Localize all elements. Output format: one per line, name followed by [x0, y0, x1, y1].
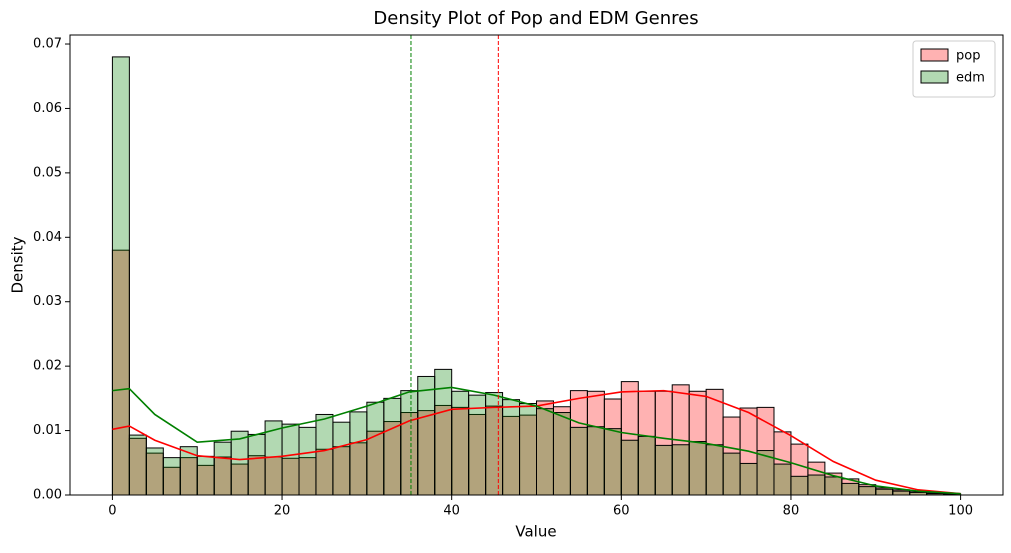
- bar: [824, 476, 843, 496]
- bar: [536, 408, 554, 496]
- bar: [858, 486, 877, 496]
- bar: [569, 426, 588, 496]
- kde-line: [112, 389, 961, 495]
- bar: [790, 475, 809, 496]
- axes-frame: [69, 34, 1004, 496]
- bar: [128, 434, 147, 496]
- bar: [519, 403, 538, 496]
- bar: [281, 423, 300, 496]
- bar: [162, 457, 181, 496]
- bar: [451, 390, 470, 496]
- legend-label: pop: [956, 49, 980, 64]
- legend-swatch: [920, 70, 949, 84]
- bar: [315, 413, 334, 496]
- bar: [213, 441, 232, 496]
- bar: [807, 474, 826, 496]
- bar: [773, 463, 792, 496]
- bar: [603, 428, 622, 496]
- bar: [739, 462, 758, 496]
- y-tick-label: 0.05: [33, 165, 62, 180]
- x-tick-label: 20: [274, 504, 291, 519]
- bar: [841, 482, 860, 496]
- legend-swatch: [920, 48, 949, 62]
- bar: [688, 441, 707, 496]
- bar: [875, 488, 894, 496]
- bar: [502, 399, 521, 496]
- bar: [552, 412, 571, 496]
- legend-label: edm: [956, 71, 985, 86]
- bar: [722, 452, 741, 496]
- kde-line: [112, 386, 961, 495]
- bar: [145, 447, 164, 496]
- x-axis-label: Value: [515, 523, 556, 541]
- y-tick-label: 0.03: [33, 294, 62, 309]
- bar: [230, 430, 249, 496]
- bar: [332, 421, 351, 496]
- y-tick-label: 0.02: [33, 359, 62, 374]
- x-tick-label: 100: [948, 504, 973, 519]
- bar: [247, 433, 266, 496]
- bar: [654, 444, 673, 496]
- y-tick-label: 0.00: [33, 488, 62, 503]
- y-tick-label: 0.04: [33, 230, 62, 245]
- bar: [586, 426, 605, 496]
- y-axis-label: Density: [9, 236, 27, 293]
- y-tick-label: 0.01: [33, 423, 62, 438]
- x-tick-label: 40: [443, 504, 460, 519]
- bar: [620, 439, 639, 496]
- bar: [671, 444, 690, 496]
- bar: [468, 394, 487, 496]
- y-tick-label: 0.07: [33, 37, 62, 52]
- bar: [298, 426, 317, 496]
- bar: [892, 490, 911, 496]
- y-tick-label: 0.06: [33, 101, 62, 116]
- x-tick-label: 80: [783, 504, 800, 519]
- chart-title: Density Plot of Pop and EDM Genres: [373, 8, 698, 29]
- bar: [383, 397, 402, 496]
- bar: [400, 390, 419, 496]
- bar: [417, 375, 436, 496]
- bar: [366, 401, 385, 496]
- bar: [196, 455, 215, 496]
- bar: [705, 444, 724, 496]
- x-tick-label: 60: [613, 504, 630, 519]
- bar: [349, 411, 368, 496]
- x-tick-label: 0: [108, 504, 116, 519]
- bar: [637, 435, 656, 496]
